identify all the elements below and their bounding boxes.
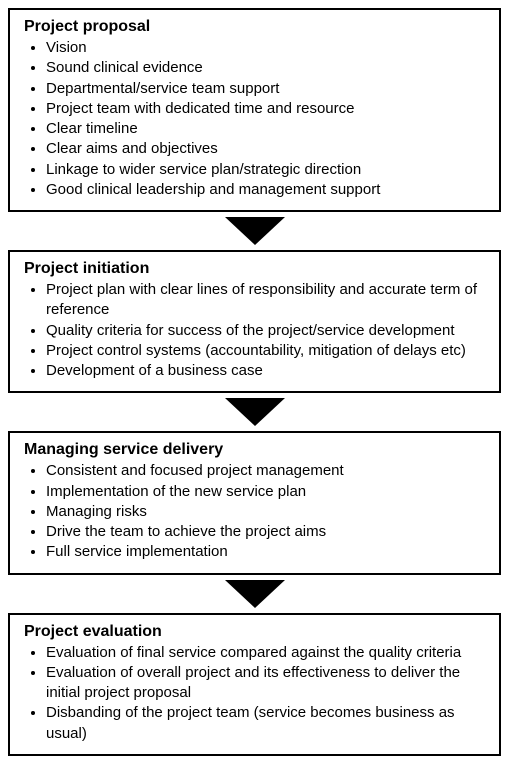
- list-item: Implementation of the new service plan: [46, 482, 485, 502]
- stage-title: Project evaluation: [24, 623, 485, 641]
- stage-title: Project proposal: [24, 18, 485, 36]
- list-item: Development of a business case: [46, 361, 485, 381]
- list-item: Project plan with clear lines of respons…: [46, 280, 485, 321]
- list-item: Drive the team to achieve the project ai…: [46, 522, 485, 542]
- list-item: Sound clinical evidence: [46, 58, 485, 78]
- stage-title: Project initiation: [24, 260, 485, 278]
- list-item: Good clinical leadership and management …: [46, 180, 485, 200]
- list-item: Quality criteria for success of the proj…: [46, 321, 485, 341]
- stage-box-evaluation: Project evaluation Evaluation of final s…: [8, 613, 501, 756]
- list-item: Clear aims and objectives: [46, 139, 485, 159]
- list-item: Evaluation of final service compared aga…: [46, 643, 485, 663]
- down-arrow-icon: [225, 398, 285, 426]
- stage-box-initiation: Project initiation Project plan with cle…: [8, 250, 501, 393]
- list-item: Project team with dedicated time and res…: [46, 99, 485, 119]
- list-item: Evaluation of overall project and its ef…: [46, 663, 485, 704]
- stage-box-delivery: Managing service delivery Consistent and…: [8, 431, 501, 574]
- stage-title: Managing service delivery: [24, 441, 485, 459]
- stage-items: Evaluation of final service compared aga…: [24, 643, 485, 744]
- list-item: Departmental/service team support: [46, 79, 485, 99]
- list-item: Vision: [46, 38, 485, 58]
- list-item: Managing risks: [46, 502, 485, 522]
- list-item: Linkage to wider service plan/strategic …: [46, 160, 485, 180]
- list-item: Full service implementation: [46, 542, 485, 562]
- stage-items: Consistent and focused project managemen…: [24, 461, 485, 562]
- stage-items: Project plan with clear lines of respons…: [24, 280, 485, 381]
- down-arrow-icon: [225, 217, 285, 245]
- list-item: Consistent and focused project managemen…: [46, 461, 485, 481]
- stage-items: Vision Sound clinical evidence Departmen…: [24, 38, 485, 200]
- list-item: Clear timeline: [46, 119, 485, 139]
- list-item: Project control systems (accountability,…: [46, 341, 485, 361]
- down-arrow-icon: [225, 580, 285, 608]
- stage-box-proposal: Project proposal Vision Sound clinical e…: [8, 8, 501, 212]
- flowchart: Project proposal Vision Sound clinical e…: [8, 8, 501, 756]
- list-item: Disbanding of the project team (service …: [46, 703, 485, 744]
